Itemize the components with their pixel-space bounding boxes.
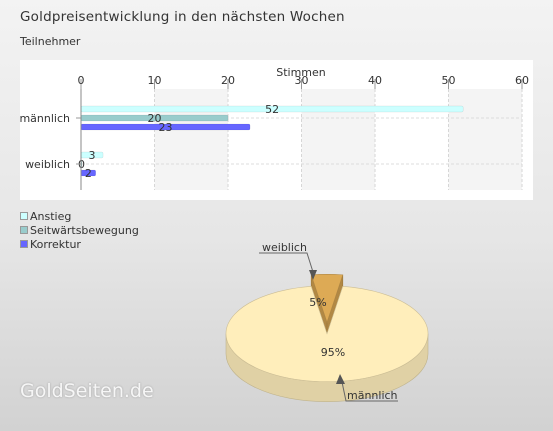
x-tick-label: 30 (295, 74, 309, 87)
pie-slice (225, 285, 429, 383)
legend: Anstieg Seitwärtsbewegung Korrektur (20, 210, 139, 252)
pie-callout-line (341, 381, 398, 402)
pie-value-label: 95% (321, 346, 345, 359)
pie-callout-line (259, 252, 314, 273)
x-tick-label: 0 (78, 74, 85, 87)
grid-band (154, 89, 228, 190)
legend-label: Anstieg (30, 210, 72, 223)
grid-band (301, 89, 375, 190)
watermark: GoldSeiten.de (20, 380, 154, 402)
x-tick-label: 20 (221, 74, 235, 87)
legend-swatch (20, 212, 28, 220)
x-tick-label: 40 (368, 74, 382, 87)
x-tick-label: 50 (442, 74, 456, 87)
pie-callout-label: weiblich (262, 241, 307, 254)
bar-chart: 522023302 0102030405060Stimmenmännlichwe… (20, 66, 529, 190)
bar-value-label: 52 (265, 103, 279, 116)
bar-value-label: 3 (89, 149, 96, 162)
legend-swatch (20, 240, 28, 248)
y-tick-label: männlich (20, 112, 70, 125)
grid-band (448, 89, 522, 190)
legend-item: Seitwärtsbewegung (20, 224, 139, 238)
x-tick-label: 10 (148, 74, 162, 87)
bar-value-label: 20 (148, 112, 162, 125)
legend-item: Anstieg (20, 210, 139, 224)
chart-subtitle: Teilnehmer (20, 35, 81, 48)
y-tick-label: weiblich (25, 158, 70, 171)
legend-item: Korrektur (20, 238, 139, 252)
pie-callout-arrow (309, 270, 317, 280)
pie-callout-arrow (336, 374, 345, 384)
legend-label: Korrektur (30, 238, 81, 251)
bar-value-label: 23 (159, 121, 173, 134)
legend-swatch (20, 226, 28, 234)
pie-side-wall (225, 333, 429, 403)
pie-value-label: 5% (309, 296, 326, 309)
pie-callout-label: männlich (347, 389, 398, 402)
pie-cut-face (310, 274, 328, 343)
legend-label: Seitwärtsbewegung (30, 224, 139, 237)
x-tick-label: 60 (515, 74, 529, 87)
pie-slice (310, 273, 344, 324)
bar-grid (81, 89, 523, 190)
bar-value-label: 2 (85, 167, 92, 180)
bar-chart-panel: 522023302 0102030405060Stimmenmännlichwe… (20, 60, 533, 200)
bar-marks: 522023302 (78, 103, 464, 180)
bar-axis: 0 10 20 30 40 50 60 Stimmen männlich weiblich (20, 66, 529, 190)
x-axis-title: Stimmen (276, 66, 326, 79)
chart-title: Goldpreisentwicklung in den nächsten Woc… (20, 9, 345, 25)
pie-cut-face (326, 274, 344, 343)
